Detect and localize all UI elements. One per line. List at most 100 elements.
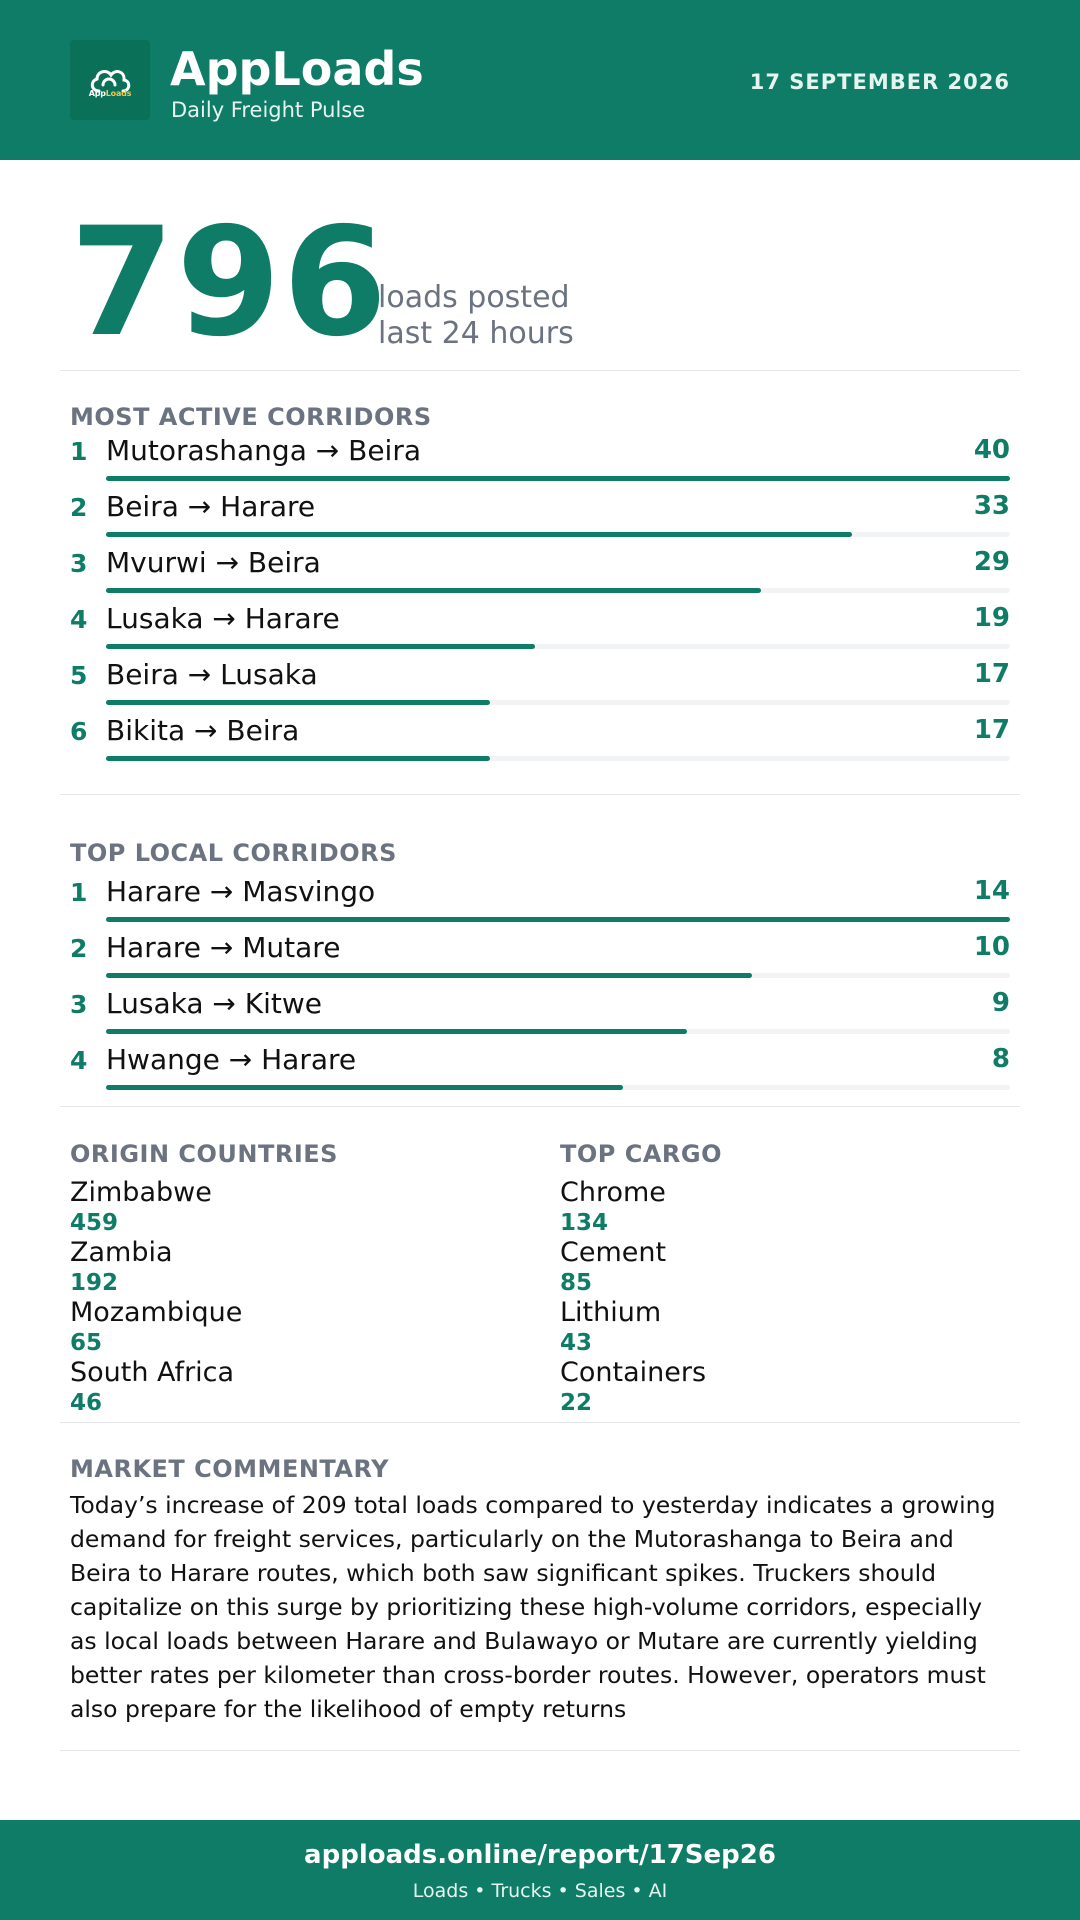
top-local-bar-fill: [106, 1029, 688, 1034]
cargo-name: Chrome: [560, 1177, 666, 1208]
most-active-bar-fill: [106, 532, 852, 537]
most-active-route: Mvurwi → Beira: [106, 546, 321, 579]
most-active-route: Mutorashanga → Beira: [106, 434, 421, 467]
most-active-bar-track: [106, 476, 1010, 481]
logo-wordmark-app: App: [88, 88, 106, 98]
top-local-rank: 2: [70, 934, 88, 963]
origin-countries-title: ORIGIN COUNTRIES: [70, 1140, 338, 1168]
most-active-count: 17: [973, 659, 1010, 689]
cargo-name: Containers: [560, 1357, 707, 1388]
most-active-bar-track: [106, 644, 1010, 649]
top-local-route: Harare → Mutare: [106, 931, 341, 964]
top-local-bar-fill: [106, 917, 1010, 922]
most-active-bar-fill: [106, 644, 536, 649]
top-local-row: 4 Hwange → Harare 8: [70, 1046, 1010, 1102]
report-date: 17 SEPTEMBER 2026: [749, 70, 1010, 94]
divider: [60, 370, 1020, 371]
market-commentary-title: MARKET COMMENTARY: [70, 1455, 390, 1483]
cargo-value: 43: [560, 1330, 593, 1356]
most-active-count: 33: [973, 491, 1010, 521]
loads-posted-caption: loads posted last 24 hours: [378, 280, 574, 352]
top-local-rank: 3: [70, 990, 88, 1019]
most-active-count: 40: [973, 435, 1010, 465]
top-local-count: 9: [991, 988, 1010, 1018]
origin-country-value: 46: [70, 1390, 103, 1416]
origin-country-name: Mozambique: [70, 1297, 243, 1328]
most-active-rank: 2: [70, 493, 88, 522]
most-active-title: MOST ACTIVE CORRIDORS: [70, 403, 432, 431]
top-local-row: 1 Harare → Masvingo 14: [70, 878, 1010, 934]
most-active-bar-track: [106, 700, 1010, 705]
top-local-rank: 1: [70, 878, 88, 907]
origin-countries-list: Zimbabwe 459 Zambia 192 Mozambique 65 South Af…: [70, 1178, 510, 1418]
most-active-bar-track: [106, 588, 1010, 593]
most-active-bar-track: [106, 756, 1010, 761]
top-local-count: 14: [973, 876, 1010, 906]
most-active-bar-fill: [106, 588, 762, 593]
top-local-route: Hwange → Harare: [106, 1043, 357, 1076]
most-active-route: Bikita → Beira: [106, 714, 300, 747]
logo-wordmark-loads: Loads: [105, 88, 132, 98]
cloud-icon: [90, 69, 131, 92]
top-local-bar-track: [106, 1085, 1010, 1090]
most-active-row: 2 Beira → Harare 33: [70, 493, 1010, 549]
most-active-row: 4 Lusaka → Harare 19: [70, 605, 1010, 661]
brand-tagline: Daily Freight Pulse: [171, 98, 366, 122]
cargo-value: 134: [560, 1210, 609, 1236]
cargo-value: 22: [560, 1390, 593, 1416]
divider: [60, 1750, 1020, 1751]
most-active-row: 3 Mvurwi → Beira 29: [70, 549, 1010, 605]
cargo-name: Lithium: [560, 1297, 662, 1328]
cargo-value: 85: [560, 1270, 593, 1296]
most-active-bar-fill: [106, 476, 1010, 481]
logo-wordmark: AppLoads: [89, 89, 132, 98]
top-local-row: 3 Lusaka → Kitwe 9: [70, 990, 1010, 1046]
most-active-route: Lusaka → Harare: [106, 602, 340, 635]
top-local-route: Harare → Masvingo: [106, 875, 376, 908]
top-local-route: Lusaka → Kitwe: [106, 987, 322, 1020]
most-active-bar-track: [106, 532, 1010, 537]
top-cargo-list: Chrome 134 Cement 85 Lithium 43 Containers 22: [560, 1178, 1000, 1418]
top-local-bar-track: [106, 917, 1010, 922]
most-active-bar-fill: [106, 756, 491, 761]
most-active-count: 29: [973, 547, 1010, 577]
most-active-count: 17: [973, 715, 1010, 745]
footer-bar: apploads.online/report/17Sep26 Loads • T…: [0, 1820, 1080, 1920]
origin-country-value: 65: [70, 1330, 103, 1356]
most-active-rank: 3: [70, 549, 88, 578]
top-local-title: TOP LOCAL CORRIDORS: [70, 839, 397, 867]
top-local-row: 2 Harare → Mutare 10: [70, 934, 1010, 990]
loads-posted-count: 796: [70, 196, 390, 370]
origin-country-value: 459: [70, 1210, 119, 1236]
cargo-name: Cement: [560, 1237, 667, 1268]
market-commentary-text: Today’s increase of 209 total loads comp…: [70, 1491, 996, 1723]
most-active-row: 6 Bikita → Beira 17: [70, 717, 1010, 773]
top-local-bar-fill: [106, 973, 752, 978]
most-active-rank: 4: [70, 605, 88, 634]
top-local-bar-fill: [106, 1085, 623, 1090]
top-cargo-title: TOP CARGO: [560, 1140, 722, 1168]
most-active-row: 5 Beira → Lusaka 17: [70, 661, 1010, 717]
most-active-row: 1 Mutorashanga → Beira 40: [70, 437, 1010, 493]
divider: [60, 1422, 1020, 1423]
most-active-route: Beira → Lusaka: [106, 658, 318, 691]
most-active-count: 19: [973, 603, 1010, 633]
origin-country-name: South Africa: [70, 1357, 235, 1388]
origin-country-name: Zimbabwe: [70, 1177, 212, 1208]
top-local-count: 8: [991, 1044, 1010, 1074]
top-local-rank: 4: [70, 1046, 88, 1075]
divider: [60, 794, 1020, 795]
most-active-rank: 6: [70, 717, 88, 746]
apploads-logo: AppLoads: [70, 40, 150, 120]
caption-line-1: loads posted: [378, 280, 570, 315]
most-active-rank: 5: [70, 661, 88, 690]
report-url-link[interactable]: apploads.online/report/17Sep26: [304, 1840, 776, 1870]
footer-tagline: Loads • Trucks • Sales • AI: [412, 1880, 668, 1902]
origin-country-value: 192: [70, 1270, 119, 1296]
top-local-count: 10: [973, 932, 1010, 962]
header-bar: AppLoads AppLoads Daily Freight Pulse 17…: [0, 0, 1080, 160]
most-active-route: Beira → Harare: [106, 490, 316, 523]
divider: [60, 1106, 1020, 1107]
top-local-bar-track: [106, 973, 1010, 978]
most-active-rank: 1: [70, 437, 88, 466]
